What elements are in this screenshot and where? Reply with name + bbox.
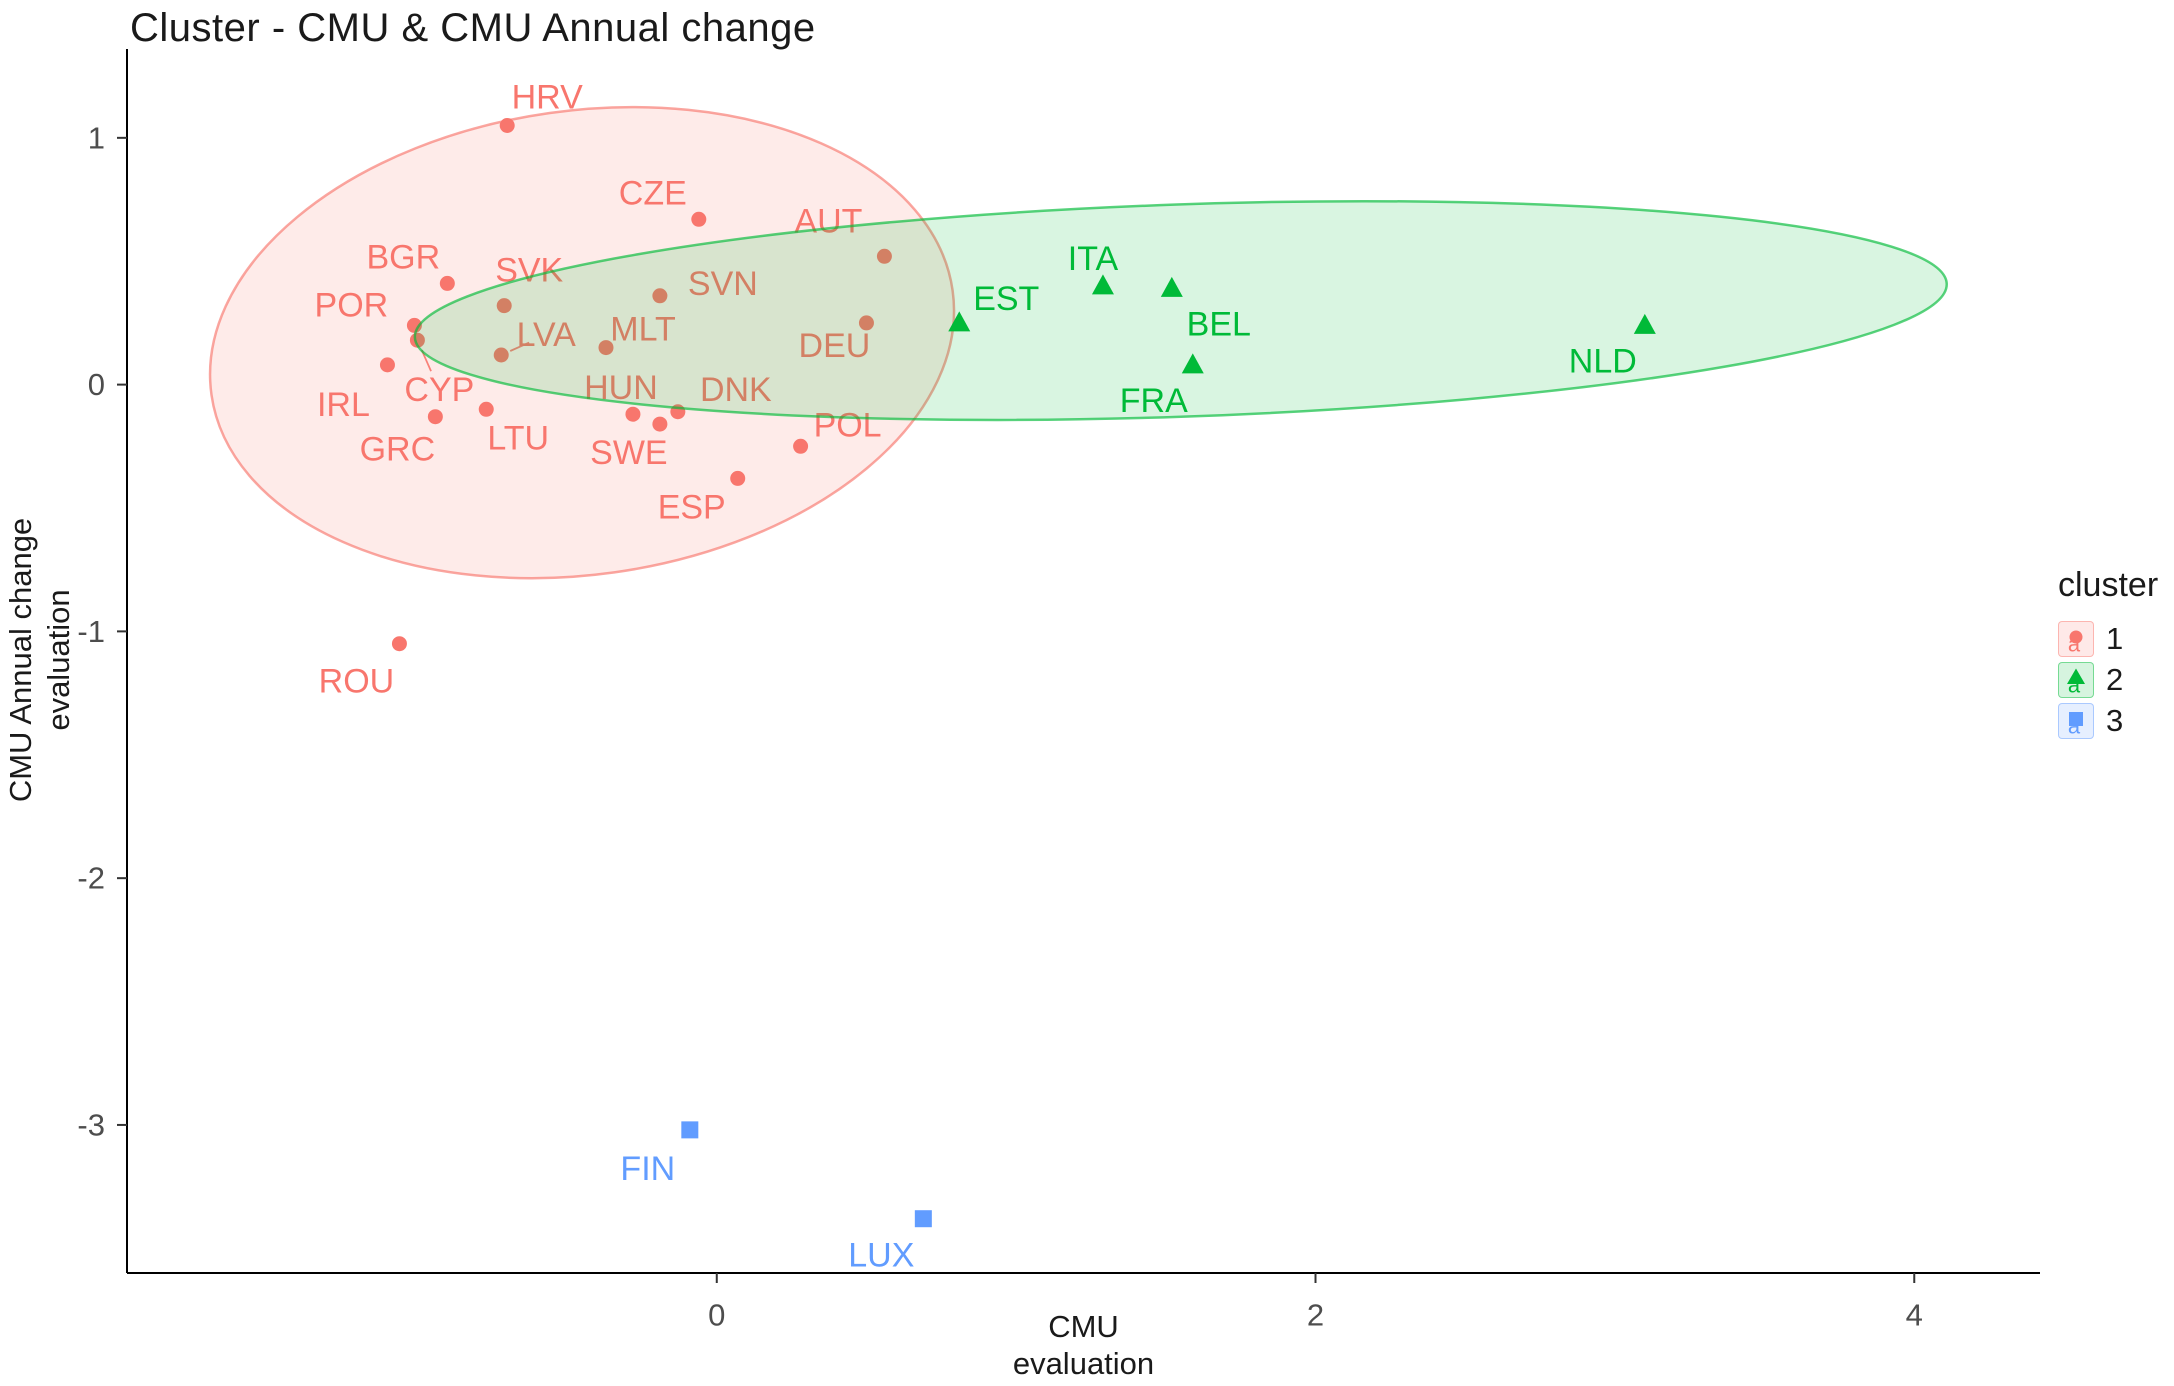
y-tick-label: -1 [77,614,105,649]
point-label-CYP: CYP [404,371,474,409]
point-label-MLT: MLT [610,311,675,349]
y-tick-label: -3 [77,1107,105,1142]
point-marker-EST [948,311,971,332]
point-marker-DEU [858,315,874,331]
point-label-ITA: ITA [1068,240,1119,278]
point-marker-BEL [1160,276,1183,297]
point-label-SWE: SWE [590,434,667,472]
point-marker-MLT [598,340,614,356]
point-label-EST: EST [973,280,1039,318]
point-label-GRC: GRC [360,431,436,469]
point-marker-AUT [876,248,892,264]
x-axis-title: CMU evaluation [127,1308,2040,1382]
point-marker-ROU [391,636,407,652]
y-tick-label: 1 [88,120,105,155]
point-label-HUN: HUN [584,369,658,407]
point-label-FRA: FRA [1120,382,1188,420]
point-label-LTU: LTU [487,419,549,457]
point-label-POL: POL [814,406,882,444]
point-marker-CZE [691,211,707,227]
point-label-FIN: FIN [620,1150,675,1188]
point-marker-HRV [499,118,515,133]
point-marker-FRA [1181,353,1204,374]
legend-entry-label: 2 [2106,662,2124,697]
point-label-LUX: LUX [848,1237,914,1275]
label-leader-line [509,341,530,352]
point-label-DNK: DNK [700,371,772,409]
point-label-POR: POR [315,286,389,324]
point-label-IRL: IRL [317,386,370,424]
point-marker-HUN [625,406,641,422]
x-axis-title-line1: CMU [1048,1309,1119,1344]
point-label-ROU: ROU [319,663,395,701]
point-label-DEU: DEU [799,327,871,365]
point-marker-POL [793,438,809,454]
legend-key-triangle: a [2058,662,2094,698]
y-axis-title-line1: CMU Annual change [3,517,38,803]
point-label-CZE: CZE [619,174,687,212]
x-tick-label: 2 [1307,1298,1324,1333]
cluster-1-ellipse [208,105,956,580]
point-marker-LVA [493,347,509,363]
svg-text:a: a [2068,632,2081,657]
point-marker-GRC [427,409,443,425]
svg-text:a: a [2068,673,2081,698]
point-marker-LUX [914,1210,932,1228]
point-label-AUT: AUT [794,202,862,240]
legend-entry-label: 3 [2106,703,2124,738]
legend-key-circle: a [2058,621,2094,657]
x-axis-title-line2: evaluation [1012,1346,1155,1381]
legend-entry-label: 1 [2106,621,2124,656]
point-marker-SVN [652,288,668,304]
point-marker-BGR [439,275,455,291]
point-marker-FIN [681,1121,699,1139]
point-label-SVN: SVN [688,265,758,303]
legend-key-glyph-triangle-icon: a [2067,668,2085,698]
legend-key-glyph-square-icon: a [2068,712,2083,739]
point-label-ESP: ESP [658,488,726,526]
point-label-NLD: NLD [1569,342,1637,380]
legend-title: cluster [2058,566,2159,604]
point-label-HRV: HRV [512,79,583,117]
y-tick-label: -2 [77,861,105,896]
legend-key-square: a [2058,703,2094,739]
point-marker-SVK [496,298,512,314]
point-label-BEL: BEL [1187,305,1251,343]
point-label-LVA: LVA [517,316,577,354]
point-marker-IRL [379,357,395,373]
legend-key-glyph-circle-icon: a [2068,630,2083,657]
point-marker-SWE [652,416,668,432]
x-tick-label: 4 [1906,1298,1923,1333]
point-marker-NLD [1633,313,1656,334]
cluster-2-ellipse [413,199,1948,422]
y-axis-title: CMU Annual change evaluation [2,518,78,802]
y-tick-label: 0 [88,367,105,402]
point-marker-LTU [478,401,494,417]
point-marker-ESP [730,470,746,486]
x-tick-label: 0 [708,1298,725,1333]
y-axis-title-line2: evaluation [41,589,76,731]
svg-text:a: a [2068,714,2081,739]
chart-title: Cluster - CMU & CMU Annual change [130,6,816,50]
point-label-BGR: BGR [366,238,440,276]
point-marker-ITA [1091,274,1114,295]
